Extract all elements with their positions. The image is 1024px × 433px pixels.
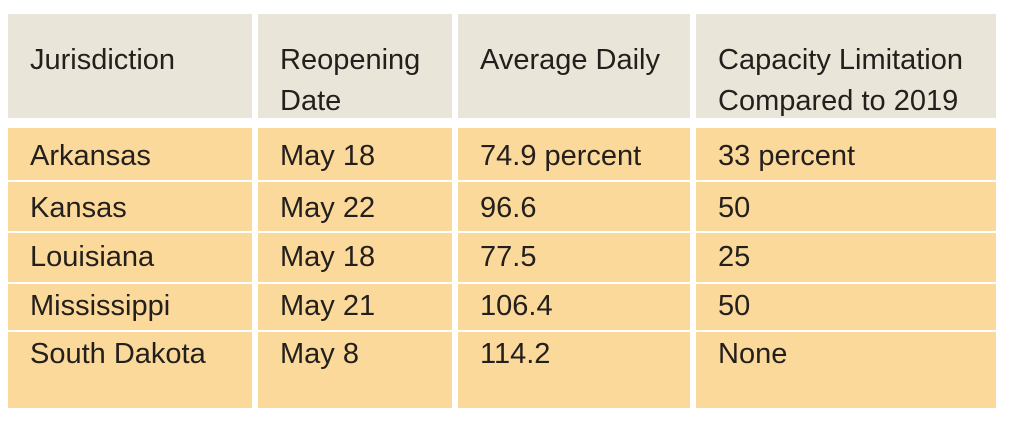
table-cell: 114.2 — [458, 332, 690, 408]
table-cell: May 21 — [258, 284, 452, 330]
table-cell: 50 — [696, 182, 996, 231]
table-cell: May 18 — [258, 233, 452, 282]
table-cell: Louisiana — [8, 233, 252, 282]
table-cell: May 18 — [258, 128, 452, 180]
header-cell: Reopening Date — [258, 14, 452, 118]
table-cell: 77.5 — [458, 233, 690, 282]
header-cell: Jurisdiction — [8, 14, 252, 118]
table-cell: Kansas — [8, 182, 252, 231]
header-cell: Average Daily — [458, 14, 690, 118]
table-cell: 25 — [696, 233, 996, 282]
table-cell: Mississippi — [8, 284, 252, 330]
table-cell: May 8 — [258, 332, 452, 408]
table-cell: 106.4 — [458, 284, 690, 330]
table-cell: 74.9 percent — [458, 128, 690, 180]
table-cell: 50 — [696, 284, 996, 330]
table-cell: None — [696, 332, 996, 408]
table-cell: 33 percent — [696, 128, 996, 180]
table-cell: Arkansas — [8, 128, 252, 180]
table-cell: 96.6 — [458, 182, 690, 231]
table-cell: South Dakota — [8, 332, 252, 408]
header-cell: Capacity Limitation Compared to 2019 — [696, 14, 996, 118]
table-cell: May 22 — [258, 182, 452, 231]
